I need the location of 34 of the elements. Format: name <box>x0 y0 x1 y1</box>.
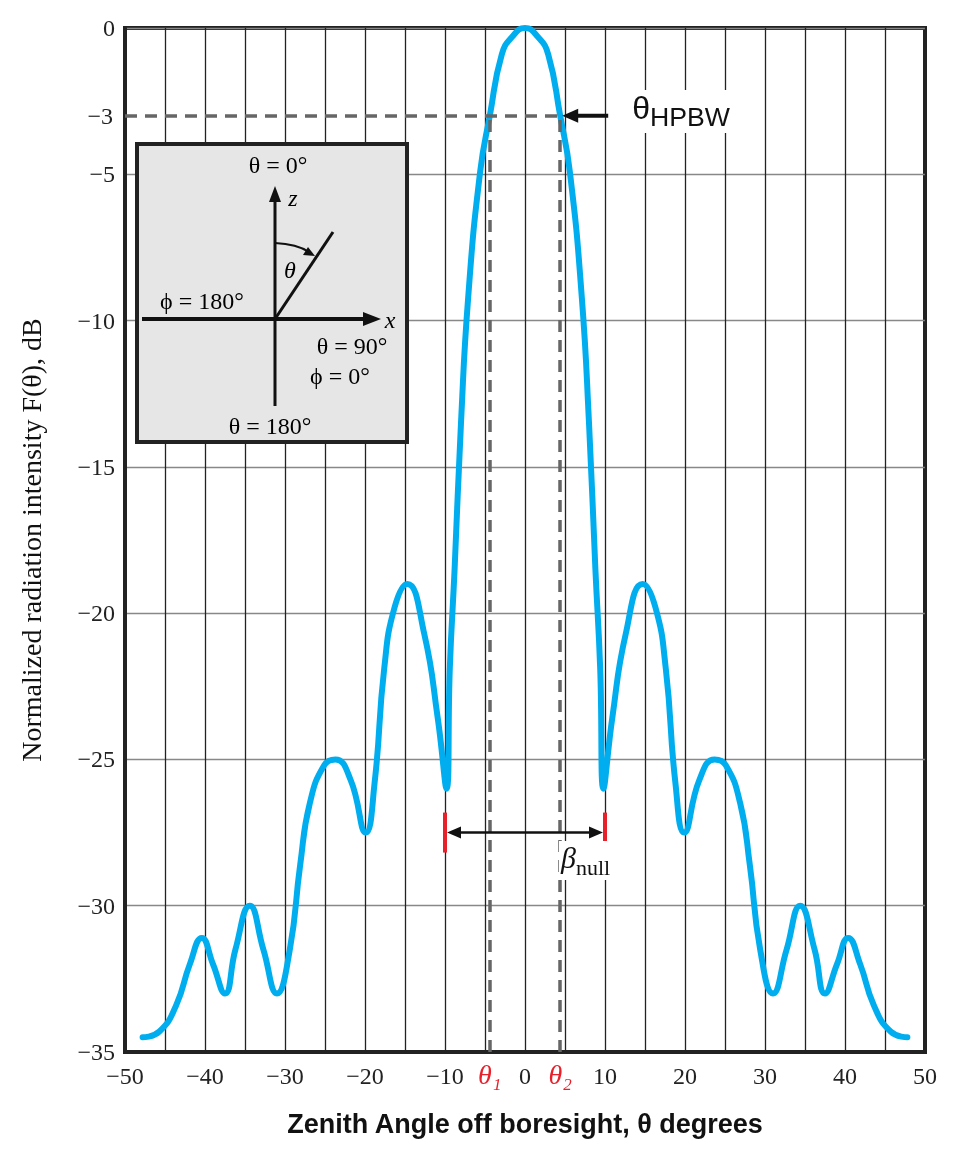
x-tick-label: 40 <box>833 1063 857 1089</box>
annotation: ϕ = 180° <box>160 287 244 315</box>
y-tick-label: −30 <box>77 892 115 919</box>
x-tick-label: 50 <box>913 1063 937 1089</box>
x-tick-label: −40 <box>186 1063 224 1089</box>
annotation: z <box>288 184 298 212</box>
annotation: β$_{null}$ <box>559 840 613 880</box>
x-tick-label: 0 <box>519 1063 531 1089</box>
x-tick-label: 10 <box>593 1063 617 1089</box>
x-tick-label: −20 <box>346 1063 384 1089</box>
x-tick-label: −30 <box>266 1063 304 1089</box>
x-tick-label: −10 <box>426 1063 464 1089</box>
annotation: θ = 0° <box>248 151 308 179</box>
y-tick-label: −15 <box>77 453 115 480</box>
x-axis-title: Zenith Angle off boresight, θ degrees <box>287 1108 763 1139</box>
y-tick-label: −5 <box>89 161 115 188</box>
y-axis-title: Normalized radiation intensity F(θ), dB <box>15 318 47 762</box>
annotation: θ = 90° <box>316 332 388 360</box>
y-tick-label: −35 <box>77 1039 115 1065</box>
x-tick-label: 30 <box>753 1063 777 1089</box>
ref-line-label: θ₂ <box>548 1058 573 1090</box>
x-tick-label: 20 <box>673 1063 697 1089</box>
x-tick-label: −50 <box>106 1063 144 1089</box>
y-tick-label: −10 <box>77 307 115 334</box>
y-tick-label: −20 <box>77 600 115 627</box>
annotation: θ <box>284 256 296 284</box>
ref-line-label: θ₁ <box>478 1058 502 1090</box>
annotation: ϕ = 0° <box>310 362 370 390</box>
annotation: θ = 180° <box>228 412 312 440</box>
annotation: θ$_{HPBW}$ <box>628 89 734 134</box>
y-tick-label: 0 <box>103 15 115 41</box>
annotation: x <box>384 306 396 334</box>
y-tick-label: −25 <box>77 746 115 773</box>
ref-line-label: −3 <box>87 102 113 129</box>
